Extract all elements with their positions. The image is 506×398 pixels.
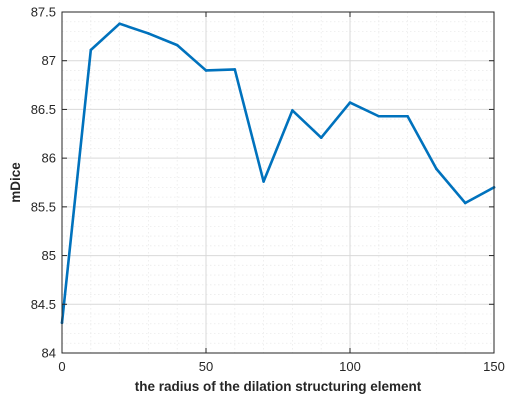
x-tick-label: 50 [199, 359, 213, 374]
y-tick-label: 86.5 [31, 102, 56, 117]
x-axis-label: the radius of the dilation structuring e… [135, 379, 422, 394]
data-point [348, 101, 352, 104]
data-point [262, 180, 265, 183]
data-point [377, 114, 381, 118]
data-point [435, 167, 438, 171]
series-layer [60, 22, 496, 325]
y-tick-label: 87 [42, 53, 56, 68]
y-tick-label: 85 [42, 248, 56, 263]
y-tick-label: 86 [42, 151, 56, 166]
data-point [175, 43, 179, 47]
x-tick-label: 100 [339, 359, 361, 374]
plot-area-border [61, 11, 495, 354]
data-point [233, 68, 237, 71]
grid [61, 11, 495, 354]
y-tick-label: 87.5 [31, 5, 56, 20]
data-point [406, 114, 409, 118]
data-point [463, 201, 467, 205]
data-point [89, 48, 93, 52]
data-point [291, 109, 294, 112]
data-point [147, 32, 150, 35]
ticks: 0 50 100 150 84 84.5 85 85.5 86 86.5 87 87.5 [31, 5, 505, 375]
data-point [204, 69, 208, 72]
x-tick-label: 150 [483, 359, 505, 374]
y-tick-label: 84.5 [31, 297, 56, 312]
data-point [118, 22, 121, 25]
y-tick-label: 85.5 [31, 199, 56, 214]
series-line [60, 22, 496, 325]
y-tick-label: 84 [42, 346, 56, 361]
y-axis-label: mDice [8, 162, 23, 203]
data-point [319, 136, 323, 139]
x-tick-label: 0 [58, 359, 65, 374]
